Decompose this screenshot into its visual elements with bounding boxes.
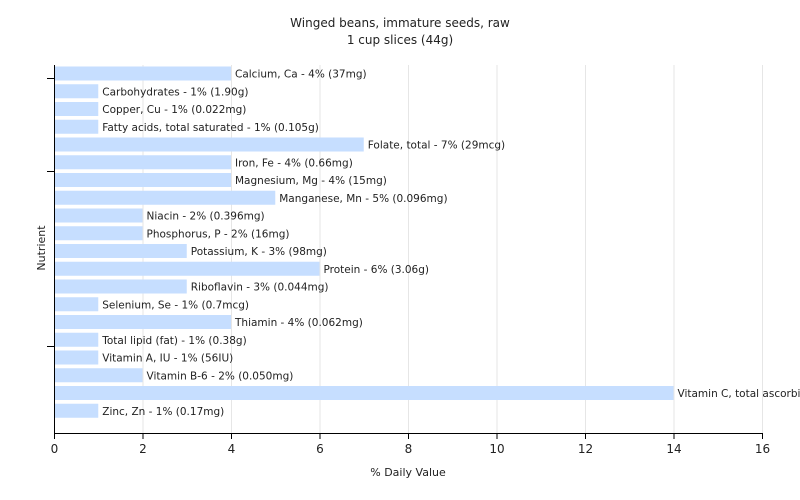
x-tick-label: 8 xyxy=(405,442,413,456)
x-axis-label: % Daily Value xyxy=(370,466,446,479)
bar xyxy=(55,208,143,223)
bar xyxy=(55,297,99,312)
bar xyxy=(55,173,231,187)
bar-label: Magnesium, Mg - 4% (15mg) xyxy=(235,175,387,187)
bar xyxy=(55,403,99,418)
bar xyxy=(55,102,99,116)
bar xyxy=(55,84,99,99)
bar-label: Phosphorus, P - 2% (16mg) xyxy=(147,228,290,240)
bars xyxy=(55,66,674,418)
x-tick-label: 2 xyxy=(139,442,147,456)
bar-label: Zinc, Zn - 1% (0.17mg) xyxy=(102,406,224,418)
bar-label: Vitamin B-6 - 2% (0.050mg) xyxy=(147,370,294,382)
bar-label: Manganese, Mn - 5% (0.096mg) xyxy=(279,193,447,205)
bar-label: Protein - 6% (3.06g) xyxy=(324,264,430,276)
y-axis-label: Nutrient xyxy=(35,225,48,271)
bar xyxy=(55,244,187,258)
bar-label: Potassium, K - 3% (98mg) xyxy=(191,246,327,258)
bar-label: Thiamin - 4% (0.062mg) xyxy=(234,317,363,329)
bar xyxy=(55,190,276,205)
bar xyxy=(55,350,99,365)
bar xyxy=(55,261,320,276)
bar xyxy=(55,119,99,134)
chart-subtitle: 1 cup slices (44g) xyxy=(346,33,454,47)
bar-label: Fatty acids, total saturated - 1% (0.105… xyxy=(102,122,319,134)
bar xyxy=(55,368,143,383)
bar-label: Iron, Fe - 4% (0.66mg) xyxy=(235,157,353,169)
x-axis-ticks: 0 2 4 6 8 10 12 14 16 xyxy=(51,433,770,456)
bar-label: Carbohydrates - 1% (1.90g) xyxy=(102,86,248,98)
bar xyxy=(55,137,364,152)
x-tick-label: 0 xyxy=(51,442,59,456)
x-tick-label: 6 xyxy=(316,442,324,456)
bar-label: Selenium, Se - 1% (0.7mcg) xyxy=(102,299,249,311)
bar-label: Calcium, Ca - 4% (37mg) xyxy=(235,69,367,81)
x-tick-label: 4 xyxy=(228,442,236,456)
bar xyxy=(55,279,187,294)
bar xyxy=(55,226,143,241)
chart-title: Winged beans, immature seeds, raw xyxy=(290,16,510,30)
bar-label: Copper, Cu - 1% (0.022mg) xyxy=(102,104,246,116)
bar-label: Vitamin A, IU - 1% (56IU) xyxy=(102,353,233,365)
bar-labels: Calcium, Ca - 4% (37mg) Carbohydrates - 1… xyxy=(101,69,800,418)
bar-label: Vitamin C, total ascorbic acid - 14% (8.… xyxy=(678,388,800,400)
bar xyxy=(55,66,231,81)
bar xyxy=(55,155,231,170)
x-tick-label: 12 xyxy=(578,442,593,456)
bar-label: Riboflavin - 3% (0.044mg) xyxy=(191,282,329,294)
bar-label: Folate, total - 7% (29mcg) xyxy=(368,140,505,152)
bar-label: Total lipid (fat) - 1% (0.38g) xyxy=(101,335,246,347)
bar xyxy=(55,315,231,329)
grid-lines xyxy=(142,65,763,433)
x-tick-label: 10 xyxy=(489,442,504,456)
x-tick-label: 16 xyxy=(755,442,770,456)
x-tick-label: 14 xyxy=(666,442,681,456)
bar xyxy=(55,386,674,400)
bar xyxy=(55,332,99,347)
bar-label: Niacin - 2% (0.396mg) xyxy=(147,211,265,223)
